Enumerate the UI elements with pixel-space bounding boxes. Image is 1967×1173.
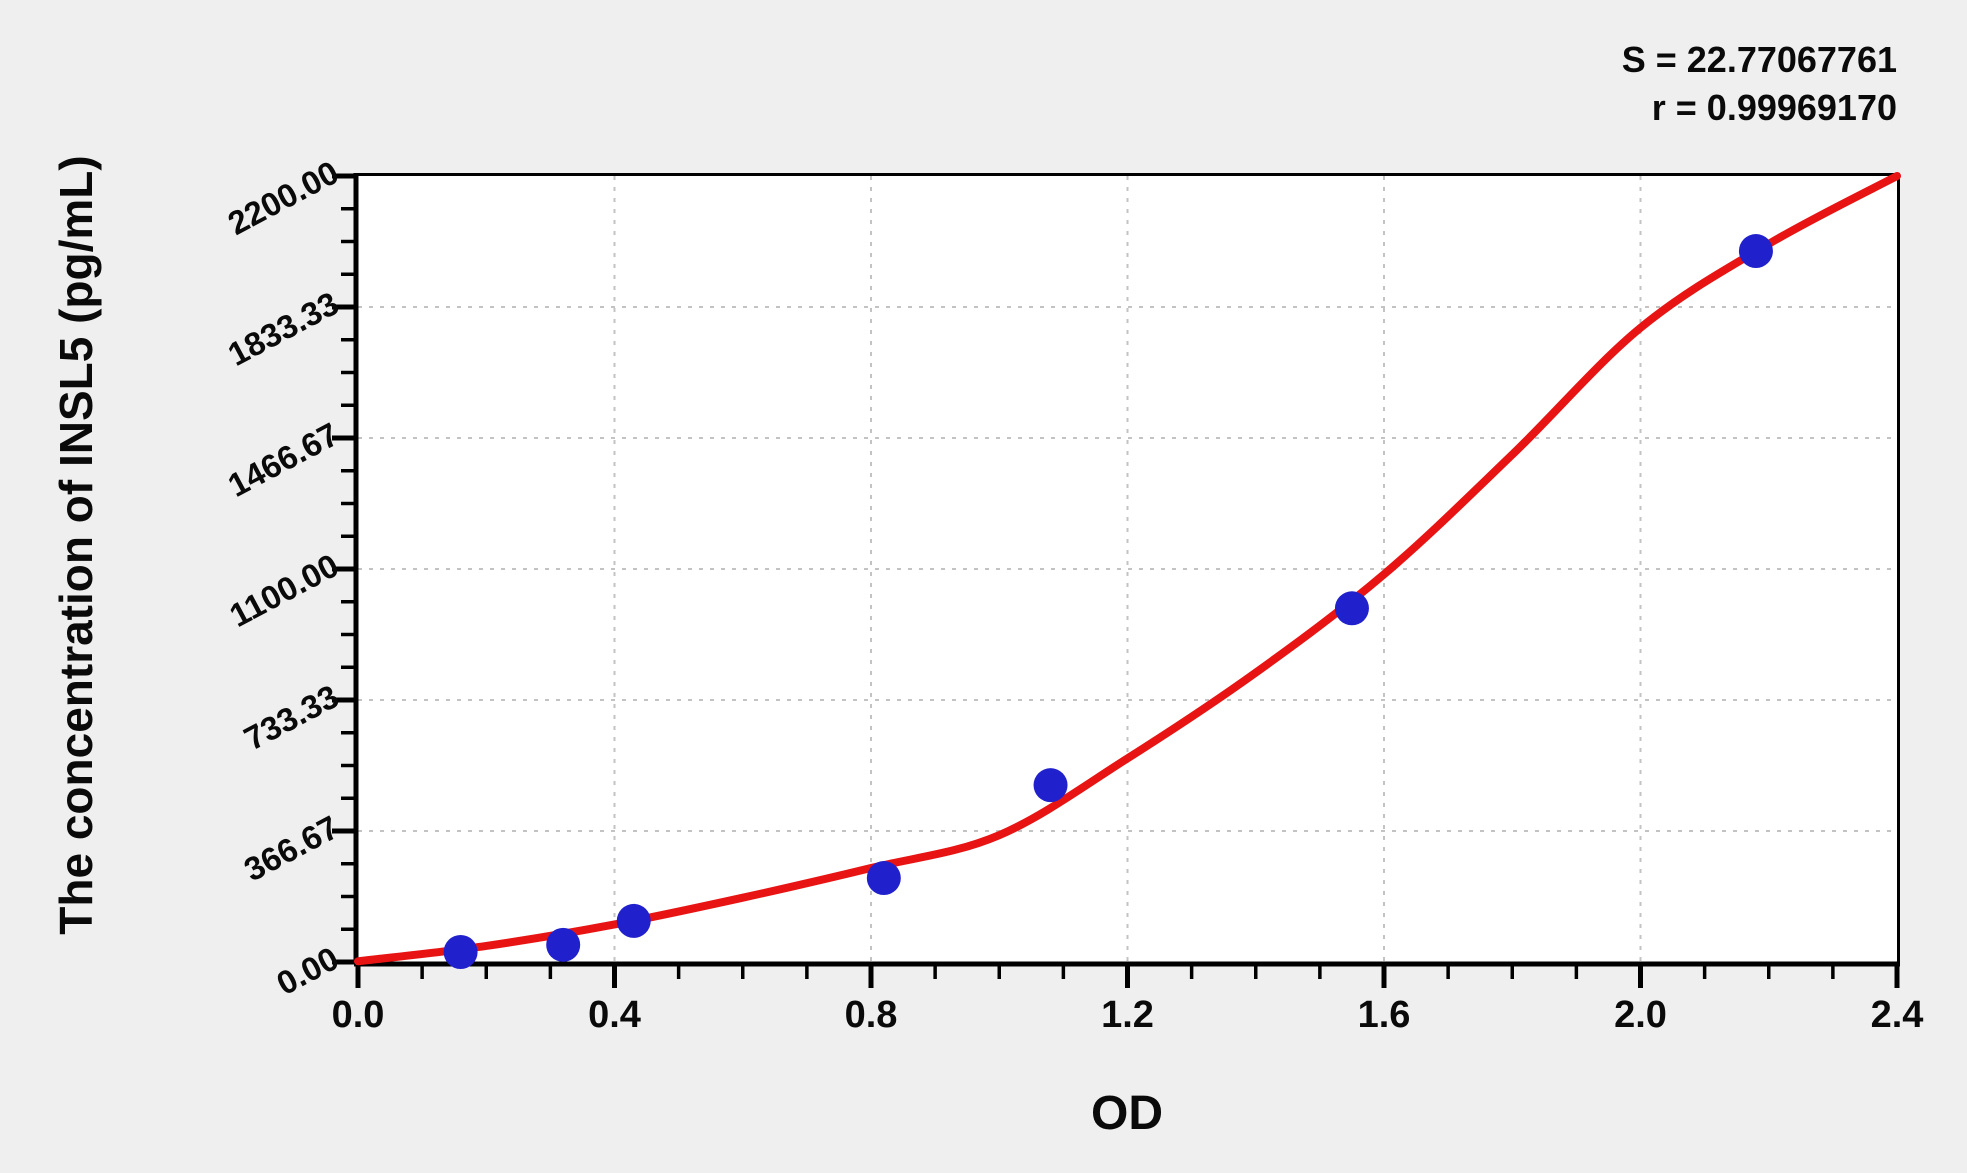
plot-background — [358, 176, 1897, 962]
fit-stat-s: S = 22.77067761 — [1621, 39, 1897, 80]
data-point — [1033, 768, 1068, 803]
data-point — [1334, 591, 1369, 626]
data-point — [546, 927, 581, 962]
x-tick-label: 1.6 — [1357, 994, 1411, 1036]
x-tick-label: 1.2 — [1101, 994, 1154, 1036]
x-tick-label: 0.0 — [331, 994, 385, 1036]
data-point — [866, 861, 901, 896]
data-point — [616, 903, 651, 938]
x-tick-label: 2.0 — [1614, 994, 1667, 1036]
fit-statistics: S = 22.77067761 r = 0.99969170 — [1622, 36, 1897, 132]
data-point — [443, 934, 478, 969]
x-tick-label: 0.8 — [844, 994, 898, 1036]
x-tick-label: 2.4 — [1870, 994, 1924, 1036]
fit-stat-r: r = 0.99969170 — [1651, 87, 1897, 128]
x-axis-title: OD — [1091, 1087, 1163, 1140]
x-tick-label: 0.4 — [588, 994, 641, 1036]
data-point — [1738, 234, 1773, 269]
